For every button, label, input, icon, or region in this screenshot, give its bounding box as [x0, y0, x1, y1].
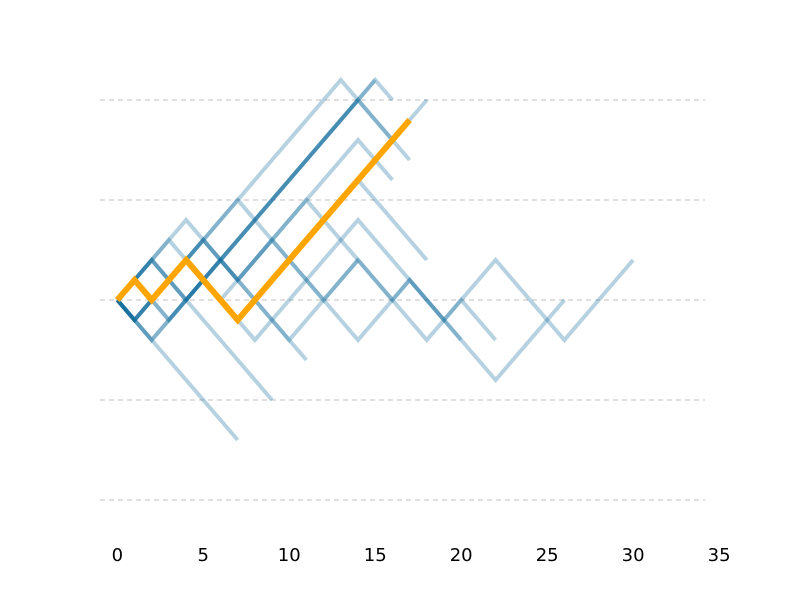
walk-line — [115, 236, 360, 304]
x-tick-label: 5 — [198, 545, 209, 566]
x-tick-label: 15 — [364, 545, 387, 566]
walk-series — [115, 76, 635, 442]
x-tick-label: 35 — [708, 545, 731, 566]
highlighted-walk — [115, 118, 412, 325]
walk-line — [115, 76, 394, 324]
x-tick-label: 25 — [536, 545, 559, 566]
x-tick-label: 30 — [622, 545, 645, 566]
x-tick-labels: 0 5 10 15 20 25 30 35 — [112, 545, 731, 566]
x-tick-label: 0 — [112, 545, 123, 566]
walk-line — [115, 98, 360, 344]
gridlines — [100, 99, 705, 501]
x-tick-label: 20 — [450, 545, 473, 566]
x-tick-label: 10 — [278, 545, 301, 566]
walk-line — [115, 256, 274, 402]
walk-line — [115, 216, 463, 344]
walk-line — [115, 76, 412, 302]
walk-line — [115, 78, 377, 344]
walk-line — [115, 298, 240, 442]
walk-line — [115, 196, 566, 384]
walk-line-highlight — [115, 118, 412, 325]
